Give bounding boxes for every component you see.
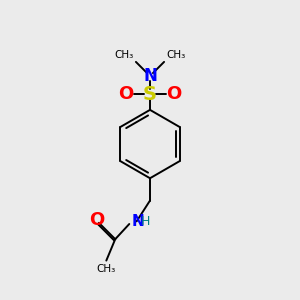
Text: H: H: [140, 215, 150, 228]
Text: CH₃: CH₃: [97, 264, 116, 274]
Text: N: N: [143, 67, 157, 85]
Text: S: S: [143, 85, 157, 104]
Text: O: O: [89, 212, 105, 230]
Text: O: O: [166, 85, 182, 103]
Text: CH₃: CH₃: [166, 50, 186, 60]
Text: CH₃: CH₃: [114, 50, 134, 60]
Text: O: O: [118, 85, 134, 103]
Text: N: N: [132, 214, 145, 229]
